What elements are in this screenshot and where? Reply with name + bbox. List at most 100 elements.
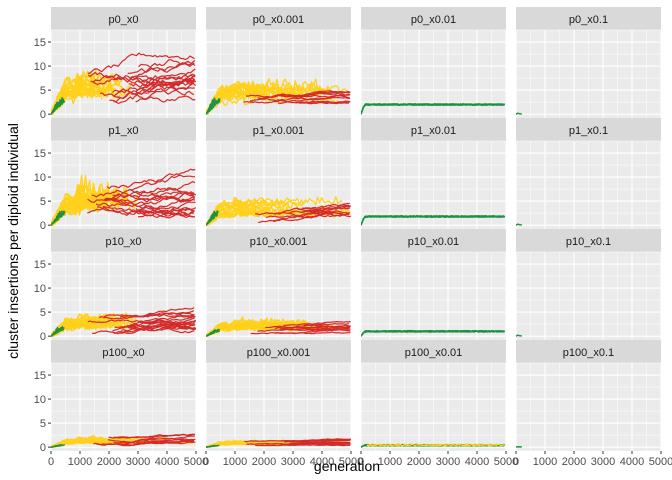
series-line-red — [265, 322, 350, 329]
series-line-red — [113, 84, 195, 103]
x-tick-label: 0 — [358, 456, 364, 468]
y-tick-label: 0 — [40, 442, 46, 454]
facet-panel-p0_x0: p0_x0 — [50, 7, 197, 118]
facet-strip — [361, 118, 506, 141]
series-line-green — [361, 215, 505, 226]
series-line-green — [51, 210, 66, 226]
facet-panel-p0_x0.1: p0_x0.1 — [515, 7, 662, 118]
x-tick-label: 5000 — [494, 456, 518, 468]
facet-strip-label: p1_x0.01 — [411, 125, 456, 137]
series-group — [206, 316, 351, 337]
x-tick-label: 5000 — [649, 456, 672, 468]
series-line-red — [112, 187, 195, 199]
series-line-red — [283, 320, 351, 327]
x-tick-label: 4000 — [310, 456, 334, 468]
series-line-red — [282, 92, 350, 97]
facet-strip-label: p1_x0 — [109, 125, 139, 137]
series-line-yellow — [51, 78, 95, 111]
series-line-red — [303, 325, 351, 329]
series-line-red — [135, 438, 196, 443]
series-group — [206, 195, 351, 226]
series-line-red — [87, 192, 195, 203]
series-line-green — [361, 329, 505, 337]
series-line-red — [140, 197, 195, 202]
series-group — [51, 433, 196, 448]
y-tick-label: 15 — [34, 37, 46, 49]
facet-strip-label: p0_x0.001 — [253, 14, 304, 26]
series-line-red — [123, 319, 196, 330]
series-line-green — [206, 329, 219, 337]
facet-panel-p100_x0.001: p100_x0.001 — [205, 340, 352, 451]
series-group — [361, 103, 506, 115]
series-line-yellow — [206, 195, 343, 226]
y-tick-label: 5 — [40, 418, 46, 430]
series-group — [206, 438, 351, 448]
facet-strip — [51, 118, 196, 141]
series-line-red — [138, 317, 195, 325]
series-line-red — [295, 101, 349, 105]
series-line-red — [273, 210, 350, 222]
series-line-yellow — [51, 70, 97, 115]
series-line-yellow — [206, 202, 280, 225]
series-line-red — [145, 73, 195, 84]
series-line-green — [206, 97, 216, 115]
facet-strip-label: p100_x0.1 — [563, 347, 614, 359]
series-line-red — [277, 96, 350, 104]
x-tick-label: 2000 — [562, 456, 586, 468]
series-line-red — [109, 94, 196, 104]
facet-panel-p10_x0.1: p10_x0.1 — [515, 229, 662, 340]
x-tick-label: 2000 — [97, 456, 121, 468]
facet-panel-p10_x0.01: p10_x0.01 — [360, 229, 507, 340]
series-group — [516, 223, 522, 226]
y-tick-label: 10 — [34, 283, 46, 295]
facet-panel-p10_x0.001: p10_x0.001 — [205, 229, 352, 340]
series-line-green — [51, 99, 64, 115]
x-tick-label: 1000 — [223, 456, 247, 468]
series-line-red — [113, 433, 196, 439]
series-line-red — [87, 52, 195, 75]
series-group — [516, 334, 522, 337]
facet-strip — [516, 229, 661, 252]
y-tick-label: 5 — [40, 85, 46, 97]
facet-panel-p1_x0.1: p1_x0.1 — [515, 118, 662, 229]
facet-strip-label: p0_x0.01 — [411, 14, 456, 26]
facet-strip — [516, 118, 661, 141]
facet-strip — [206, 340, 351, 363]
facet-strip — [361, 340, 506, 363]
series-line-red — [257, 327, 351, 332]
x-tick-label: 0 — [513, 456, 519, 468]
x-tick-label: 3000 — [591, 456, 615, 468]
series-line-red — [147, 439, 194, 445]
facet-strip — [51, 7, 196, 30]
series-line-red — [127, 174, 196, 192]
y-tick-label: 15 — [34, 259, 46, 271]
x-tick-label: 4000 — [620, 456, 644, 468]
facet-strip — [51, 229, 196, 252]
x-tick-label: 4000 — [465, 456, 489, 468]
facet-strip-label: p0_x0.1 — [569, 14, 608, 26]
facet-strip-label: p100_x0.01 — [405, 347, 463, 359]
facet-panel-p1_x0.001: p1_x0.001 — [205, 118, 352, 229]
x-tick-label: 1000 — [378, 456, 402, 468]
axes-layer: 0 5 10 15 0 5 10 15 0 5 10 15 0 5 10 15 0 1000 2000 3000 400… — [34, 37, 672, 468]
series-line-green — [516, 334, 522, 337]
series-line-red — [106, 168, 196, 189]
series-line-green — [51, 444, 61, 448]
series-line-green — [51, 326, 63, 337]
series-line-yellow — [51, 313, 109, 335]
facet-panel-p0_x0.01: p0_x0.01 — [360, 7, 507, 118]
facet-panel-p100_x0.1: p100_x0.1 — [515, 340, 662, 451]
facet-strip-label: p10_x0.01 — [408, 236, 459, 248]
facet-strip-label: p10_x0.001 — [250, 236, 308, 248]
facet-panel-p1_x0.01: p1_x0.01 — [360, 118, 507, 229]
facet-strip — [516, 340, 661, 363]
series-line-green — [206, 210, 216, 226]
series-group — [361, 329, 505, 337]
series-line-red — [104, 195, 196, 208]
facet-strip — [206, 7, 351, 30]
facet-strip-label: p1_x0.001 — [253, 125, 304, 137]
x-tick-label: 2000 — [252, 456, 276, 468]
facet-strip — [516, 7, 661, 30]
facet-strip-label: p100_x0.001 — [247, 347, 311, 359]
series-group — [361, 443, 506, 448]
